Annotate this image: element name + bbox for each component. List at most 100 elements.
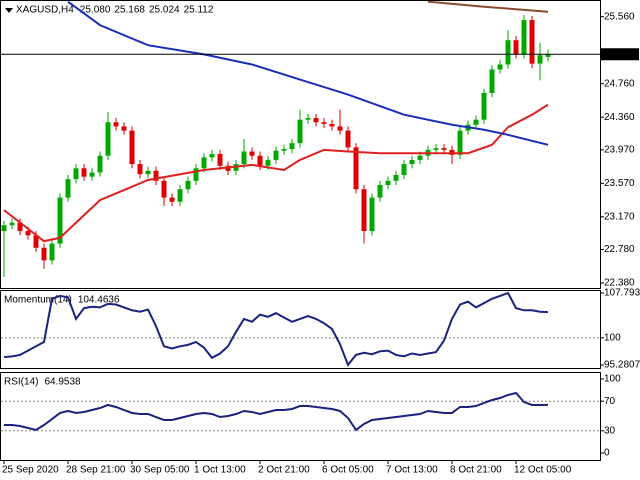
candle-body (393, 174, 399, 181)
y-tick-label: 23.970 (604, 145, 635, 156)
candle-body (473, 119, 479, 125)
candle-body (153, 170, 159, 181)
candle-body (353, 147, 359, 190)
x-tick-label: 7 Oct 13:00 (386, 465, 438, 476)
panel-title: XAGUSD,H4 (16, 5, 74, 16)
candle-body (441, 148, 447, 150)
y-tick-label: 22.380 (604, 278, 635, 289)
candle-body (73, 168, 79, 180)
y-tick-label: 95.2807 (604, 360, 640, 371)
candle-body (481, 92, 487, 120)
x-tick-label: 6 Oct 05:00 (322, 465, 374, 476)
candle-body (97, 155, 103, 173)
y-tick-label: 23.170 (604, 211, 635, 222)
y-tick-label: 100 (604, 332, 621, 343)
candle-body (257, 155, 263, 166)
candle-body (17, 222, 23, 232)
y-tick-label: 0 (604, 448, 610, 459)
candle-body (329, 123, 335, 127)
candle-body (89, 172, 95, 177)
y-tick-label: 25.560 (604, 11, 635, 22)
candle-body (369, 197, 375, 232)
candle-body (273, 150, 279, 160)
candle-body (137, 164, 143, 175)
y-tick-label: 24.760 (604, 78, 635, 89)
candle-body (497, 64, 503, 70)
x-tick-label: 2 Oct 21:00 (258, 465, 310, 476)
candle-body (433, 148, 439, 150)
ohlc-value: 25.168 (114, 5, 145, 16)
ohlc-value: 25.080 (80, 5, 111, 16)
panel-frame (0, 290, 601, 369)
candle-body (281, 149, 287, 151)
collapse-icon (5, 8, 13, 13)
candle-body (33, 235, 39, 248)
indicator-value: 64.9538 (44, 377, 81, 388)
candle-body (201, 157, 207, 169)
candle-body (249, 151, 255, 156)
candle-body (129, 130, 135, 165)
candle-body (417, 155, 423, 160)
candle-body (145, 170, 151, 175)
candle-body (401, 164, 407, 175)
candle-body (529, 20, 535, 64)
candle-body (193, 168, 199, 181)
candle-body (545, 54, 551, 57)
moving-average (427, 1, 549, 13)
candle-body (321, 122, 327, 124)
ohlc-value: 25.024 (149, 5, 180, 16)
candle-body (81, 168, 87, 177)
candle-body (313, 118, 319, 123)
candle-body (57, 197, 63, 244)
candle-body (457, 130, 463, 155)
x-tick-label: 25 Sep 2020 (2, 465, 59, 476)
moving-average (3, 103, 549, 243)
panel-frame (0, 0, 601, 289)
y-tick-label: 100 (604, 374, 621, 385)
y-tick-label: 107.7935 (604, 288, 640, 299)
y-tick-label: 24.360 (604, 112, 635, 123)
x-tick-label: 1 Oct 13:00 (194, 465, 246, 476)
candle-body (361, 189, 367, 232)
candle-body (217, 154, 223, 166)
candle-body (209, 154, 215, 158)
x-tick-label: 28 Sep 21:00 (66, 465, 126, 476)
candle-body (385, 180, 391, 186)
candle-body (169, 197, 175, 202)
moving-average (67, 1, 549, 146)
candle-body (121, 126, 127, 131)
candle-body (289, 143, 295, 150)
candle-body (161, 180, 167, 198)
y-tick-label: 70 (604, 396, 616, 407)
candle-body (377, 185, 383, 198)
price-label: 25.112 (604, 49, 634, 60)
candle-body (489, 69, 495, 93)
indicator-line (3, 291, 549, 367)
candle-body (241, 151, 247, 165)
candle-body (513, 40, 519, 55)
y-tick-label: 22.780 (604, 244, 635, 255)
ohlc-value: 25.112 (184, 5, 214, 16)
candle-body (345, 130, 351, 148)
panel-title: Momentum(14) (4, 295, 72, 306)
candle-body (337, 126, 343, 131)
candle-body (1, 225, 7, 232)
candle-body (185, 180, 191, 190)
candle-body (65, 179, 71, 198)
candle-body (49, 243, 55, 261)
candle-body (177, 189, 183, 202)
x-tick-label: 12 Oct 05:00 (514, 465, 572, 476)
y-tick-label: 23.570 (604, 178, 635, 189)
indicator-value: 104.4636 (78, 295, 120, 306)
candle-body (297, 119, 303, 144)
candle-body (41, 247, 47, 261)
candle-body (521, 20, 527, 55)
candle-body (9, 222, 15, 226)
x-tick-label: 8 Oct 21:00 (450, 465, 502, 476)
x-tick-label: 30 Sep 05:00 (130, 465, 190, 476)
indicator-line (4, 391, 549, 432)
y-tick-label: 30 (604, 425, 616, 436)
candle-body (265, 159, 271, 166)
